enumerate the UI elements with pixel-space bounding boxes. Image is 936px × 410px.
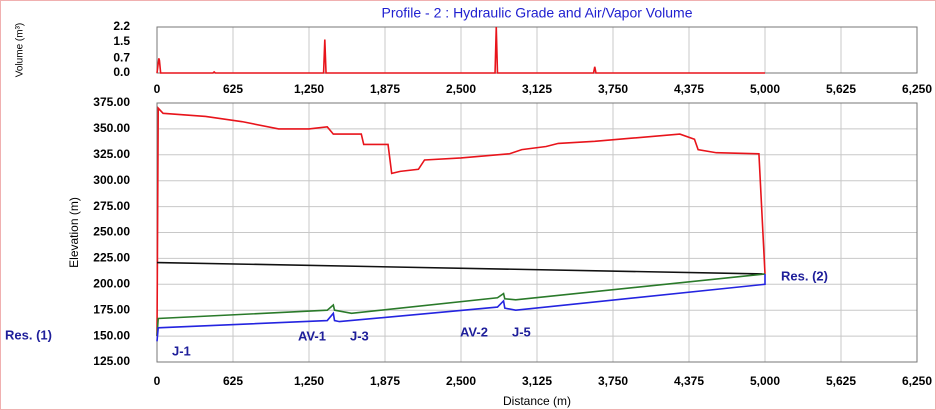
y-tick-label: 150.00: [93, 328, 130, 342]
x-tick-label: 1,875: [370, 374, 400, 388]
x-tick-label: 0: [154, 82, 161, 96]
x-axis-label: Distance (m): [503, 394, 571, 408]
chart-title: Profile - 2 : Hydraulic Grade and Air/Va…: [381, 5, 692, 21]
x-tick-label: 1,875: [370, 82, 400, 96]
y-tick-label: 125.00: [93, 354, 130, 368]
annotation: J-3: [350, 328, 369, 343]
x-tick-label: 5,625: [826, 82, 856, 96]
x-tick-label: 2,500: [446, 374, 476, 388]
y-tick-label: 2.2: [113, 19, 130, 33]
x-tick-label: 3,125: [522, 374, 552, 388]
y-tick-label: 250.00: [93, 225, 130, 239]
series-line: [156, 273, 766, 342]
x-tick-label: 1,250: [294, 374, 324, 388]
x-tick-label: 6,250: [902, 374, 932, 388]
x-tick-label: 0: [154, 374, 161, 388]
series-line: [156, 26, 765, 74]
x-tick-label: 625: [223, 82, 243, 96]
annotation: AV-1: [298, 328, 326, 343]
x-tick-label: 5,000: [750, 82, 780, 96]
y-tick-label: 325.00: [93, 147, 130, 161]
x-tick-label: 4,375: [674, 374, 704, 388]
x-tick-label: 3,750: [598, 82, 628, 96]
x-tick-label: 4,375: [674, 82, 704, 96]
y-tick-label: 1.5: [113, 34, 130, 48]
y-tick-label: 375.00: [93, 95, 130, 109]
y-axis-label: Volume (m³): [15, 23, 26, 77]
annotation: Res. (1): [5, 327, 52, 342]
series-line: [156, 273, 766, 337]
y-tick-label: 0.7: [113, 51, 130, 65]
annotation: J-1: [172, 343, 191, 358]
series-line: [156, 261, 766, 275]
annotation: J-5: [512, 324, 531, 339]
y-tick-label: 275.00: [93, 199, 130, 213]
x-tick-label: 5,625: [826, 374, 856, 388]
annotation: Res. (2): [781, 268, 828, 283]
annotation: AV-2: [460, 324, 488, 339]
y-tick-label: 175.00: [93, 302, 130, 316]
x-tick-label: 1,250: [294, 82, 324, 96]
y-tick-label: 350.00: [93, 121, 130, 135]
series-line: [156, 106, 766, 337]
y-tick-label: 225.00: [93, 251, 130, 265]
x-tick-label: 3,750: [598, 374, 628, 388]
x-tick-label: 2,500: [446, 82, 476, 96]
y-tick-label: 300.00: [93, 173, 130, 187]
x-tick-label: 6,250: [902, 82, 932, 96]
y-axis-label: Elevation (m): [67, 197, 81, 268]
x-tick-label: 5,000: [750, 374, 780, 388]
y-tick-label: 0.0: [113, 65, 130, 79]
x-tick-label: 3,125: [522, 82, 552, 96]
y-tick-label: 200.00: [93, 276, 130, 290]
x-tick-label: 625: [223, 374, 243, 388]
